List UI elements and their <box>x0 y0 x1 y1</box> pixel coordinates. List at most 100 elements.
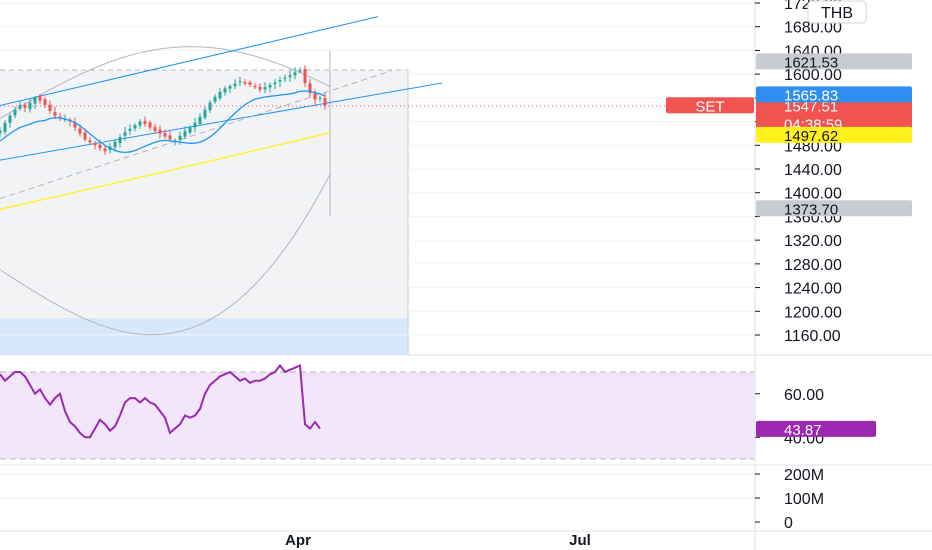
price-tick-label: 1680.00 <box>784 20 842 37</box>
band-lower <box>0 173 331 336</box>
candle-body <box>78 128 82 134</box>
price-pane[interactable] <box>0 2 755 355</box>
channel-mid-line[interactable] <box>0 70 393 200</box>
time-tick-apr: Apr <box>285 532 311 549</box>
candle-body <box>123 132 127 136</box>
candle-body <box>178 135 182 140</box>
symbol-tag-box <box>666 97 754 114</box>
candle-body <box>93 143 97 146</box>
candle-body <box>253 85 257 88</box>
candle-body <box>118 136 122 144</box>
candle-body <box>268 84 272 88</box>
price-tick-label: 1200.00 <box>784 304 842 321</box>
candle-body <box>143 120 147 124</box>
ma-line-blue <box>0 90 326 154</box>
price-tick-label: 1160.00 <box>784 328 841 345</box>
candle-body <box>303 68 307 84</box>
rsi-line <box>0 363 321 439</box>
rsi-pane[interactable] <box>0 363 755 460</box>
candle-body <box>138 121 142 126</box>
price-tag-box <box>756 126 912 143</box>
candle-body <box>313 93 317 100</box>
candle-body <box>298 70 302 72</box>
rsi-value-label: 43.87 <box>784 422 822 439</box>
price-tag-label: 1497.62 <box>784 128 838 145</box>
candle-body <box>13 109 17 116</box>
rsi-value-tag <box>756 420 876 437</box>
candle-body <box>188 127 192 133</box>
candle-body <box>28 102 32 110</box>
candle-body <box>183 131 187 137</box>
candle-body <box>8 115 12 123</box>
price-grid <box>0 2 755 336</box>
candle-body <box>128 128 132 131</box>
price-tick-labels: 1720.001680.001640.001600.001560.001520.… <box>755 0 842 345</box>
candle-body <box>148 122 152 128</box>
channel-upper-line[interactable] <box>0 16 379 107</box>
volume-tick-label: 0 <box>784 515 793 532</box>
candle-body <box>308 83 312 94</box>
price-tag-box <box>756 97 912 134</box>
price-tag-label: 1621.53 <box>784 54 838 71</box>
price-tick-label: 1320.00 <box>784 233 842 250</box>
candle-body <box>103 148 107 152</box>
price-tick-label: 1440.00 <box>784 162 842 179</box>
band-upper <box>0 46 331 120</box>
candle-body <box>243 82 247 84</box>
candlestick-series <box>0 65 331 210</box>
price-tag-label: 1373.70 <box>784 201 838 218</box>
volume-tick-labels: 200M 100M 0 <box>755 467 824 532</box>
candle-body <box>258 86 262 90</box>
rsi-band <box>0 372 755 459</box>
candle-body <box>263 87 267 90</box>
candle-body <box>83 132 87 140</box>
candle-body <box>293 72 297 76</box>
price-tag-box <box>756 200 912 217</box>
volume-tick-label: 100M <box>784 491 824 508</box>
time-axis[interactable]: Apr Jul <box>0 530 932 549</box>
candle-body <box>278 80 282 82</box>
candle-body <box>158 129 162 134</box>
candle-body <box>163 133 167 137</box>
currency-label: THB <box>821 5 853 22</box>
volume-pane[interactable] <box>0 473 755 499</box>
price-tag-label: 1547.51 <box>784 98 838 115</box>
candle-body <box>318 97 322 99</box>
price-tick-label: 1600.00 <box>784 67 842 84</box>
price-tick-label: 1400.00 <box>784 186 842 203</box>
candle-body <box>323 97 327 106</box>
symbol-tag-label: SET <box>695 98 724 115</box>
candle-body <box>283 77 287 79</box>
price-tick-label: 1240.00 <box>784 281 842 298</box>
candle-body <box>273 82 277 85</box>
channel-lower-line[interactable] <box>0 82 443 161</box>
ma-line-yellow <box>0 131 331 210</box>
candle-body <box>223 88 227 93</box>
rsi-tick-label: 60.00 <box>784 387 824 404</box>
candle-body <box>193 122 197 128</box>
candle-body <box>48 104 52 111</box>
price-tag-label: 1565.83 <box>784 87 838 104</box>
candle-body <box>248 82 252 85</box>
volume-tick-label: 200M <box>784 467 824 484</box>
candle-body <box>0 130 2 134</box>
projection-zone-lower <box>0 318 408 355</box>
candle-body <box>63 119 67 121</box>
candle-body <box>88 140 92 143</box>
candle-body <box>203 109 207 118</box>
price-scale[interactable]: 1720.001680.001640.001600.001560.001520.… <box>666 0 912 550</box>
candle-body <box>218 91 222 99</box>
candle-body <box>213 96 217 102</box>
candle-body <box>133 125 137 129</box>
price-tag-box <box>756 53 912 70</box>
candle-body <box>53 112 57 116</box>
currency-badge[interactable]: THB <box>807 0 867 24</box>
trend-channel[interactable] <box>0 16 443 200</box>
bollinger-bands <box>0 46 331 336</box>
candle-body <box>198 116 202 125</box>
candle-body <box>288 75 292 77</box>
candle-body <box>208 102 212 111</box>
candle-body <box>18 104 22 109</box>
